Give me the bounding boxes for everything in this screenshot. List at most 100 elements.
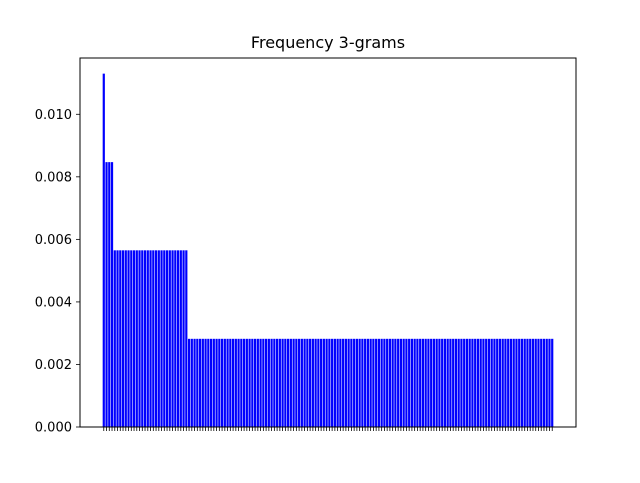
bar: [498, 338, 502, 427]
bar: [353, 338, 356, 427]
bar: [364, 338, 367, 427]
bar: [496, 338, 499, 427]
bar: [212, 338, 215, 427]
bar: [474, 338, 477, 427]
bar: [471, 338, 474, 427]
bar: [256, 338, 259, 427]
bar: [432, 338, 436, 427]
bar: [372, 338, 375, 427]
bar: [380, 338, 383, 427]
y-ticks-group: 0.000 0.002 0.004 0.006 0.008 0.010: [35, 108, 80, 436]
bar: [154, 250, 158, 427]
bar: [369, 338, 372, 427]
bar: [529, 338, 532, 427]
bar: [229, 338, 232, 427]
bar: [141, 250, 144, 427]
bar: [402, 338, 405, 427]
bar: [342, 338, 345, 427]
bar: [176, 250, 180, 427]
bar: [482, 338, 485, 427]
y-tick-label: 0.006: [35, 233, 72, 248]
bar: [262, 338, 265, 427]
bar: [130, 250, 133, 427]
bar: [388, 338, 391, 427]
bar: [295, 338, 298, 427]
bar: [157, 250, 160, 427]
bar: [289, 338, 292, 427]
bar: [391, 338, 394, 427]
bar: [487, 338, 491, 427]
bar: [135, 250, 138, 427]
bar: [537, 338, 540, 427]
bar: [443, 338, 447, 427]
bar: [220, 338, 224, 427]
bar: [320, 338, 323, 427]
bar: [366, 338, 369, 427]
bar: [542, 338, 546, 427]
bar: [185, 250, 188, 427]
bar: [265, 338, 268, 427]
bar: [408, 338, 411, 427]
bar: [355, 338, 358, 427]
bar: [152, 250, 155, 427]
bar: [287, 338, 290, 427]
bar: [551, 338, 554, 427]
bar: [259, 338, 262, 427]
bar: [468, 338, 471, 427]
bar: [234, 338, 237, 427]
bar: [300, 338, 303, 427]
bar: [490, 338, 493, 427]
bar: [138, 250, 141, 427]
bar: [204, 338, 207, 427]
bar: [251, 338, 254, 427]
y-tick-label: 0.004: [35, 295, 72, 310]
bar: [446, 338, 449, 427]
bar: [333, 338, 336, 427]
bar: [160, 250, 163, 427]
bar: [435, 338, 438, 427]
bar: [523, 338, 526, 427]
bar: [143, 250, 147, 427]
axes-frame: [79, 57, 577, 428]
bar: [306, 338, 309, 427]
bar: [328, 338, 331, 427]
bar: [179, 250, 182, 427]
chart-title: Frequency 3-grams: [250, 33, 406, 52]
y-tick-label: 0.000: [35, 421, 72, 436]
bar: [311, 338, 314, 427]
bar: [399, 338, 403, 427]
bar: [187, 338, 191, 427]
bar: [520, 338, 524, 427]
bar: [545, 338, 548, 427]
bar: [350, 338, 353, 427]
bar: [149, 250, 152, 427]
bar: [347, 338, 350, 427]
bar: [218, 338, 221, 427]
bar: [512, 338, 515, 427]
y-tick-label: 0.002: [35, 358, 72, 373]
bar: [193, 338, 196, 427]
bar: [397, 338, 400, 427]
bar: [394, 338, 397, 427]
bar: [110, 162, 114, 427]
bar: [485, 338, 488, 427]
bar: [377, 338, 380, 427]
bar: [331, 338, 334, 427]
bar: [430, 338, 433, 427]
bar: [454, 338, 458, 427]
bar: [427, 338, 430, 427]
bar: [168, 250, 171, 427]
bar: [270, 338, 273, 427]
bar: [298, 338, 301, 427]
bar: [165, 250, 169, 427]
bar: [201, 338, 204, 427]
bar: [386, 338, 389, 427]
bar: [171, 250, 174, 427]
y-tick-label: 0.010: [35, 108, 72, 123]
bar: [108, 162, 111, 427]
bar: [493, 338, 496, 427]
bar: [526, 338, 529, 427]
bar: [253, 338, 257, 427]
